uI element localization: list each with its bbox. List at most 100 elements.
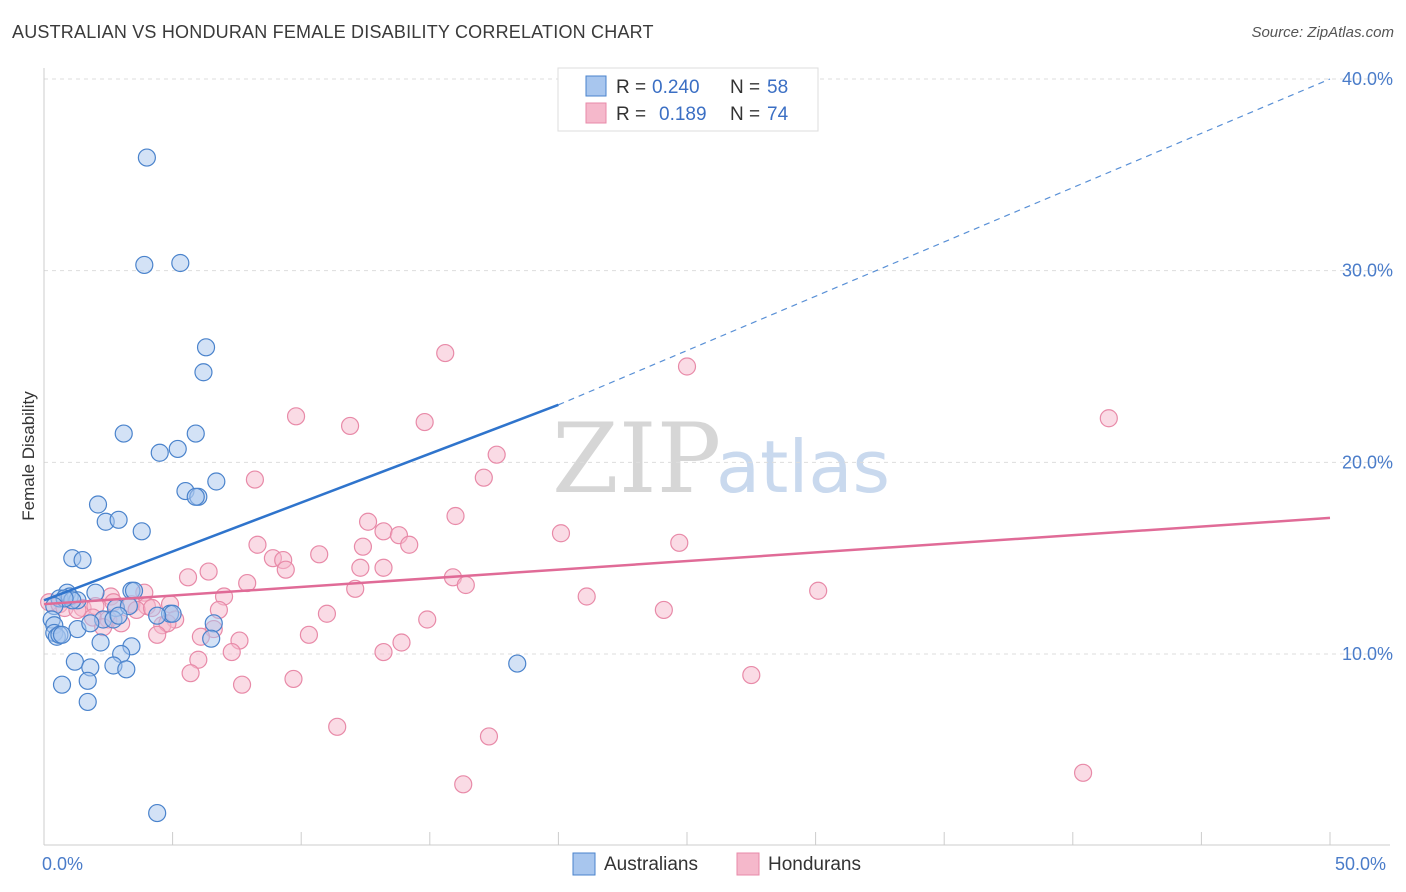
australian-point-55 — [52, 675, 72, 694]
honduran-point-67 — [181, 664, 200, 683]
australian-point-7 — [150, 443, 169, 462]
legend-r-value-2: 0.189 — [659, 104, 707, 125]
honduran-point-18 — [310, 545, 329, 564]
honduran-point-2 — [286, 407, 306, 426]
australian-point-0 — [137, 148, 156, 167]
australian-point-53 — [117, 660, 136, 679]
australian-point-54 — [508, 654, 527, 673]
honduran-point-63 — [392, 633, 411, 652]
bottom-legend-swatch-hondurans — [736, 852, 760, 876]
australian-point-57 — [78, 692, 97, 712]
australian-point-4 — [194, 363, 213, 382]
honduran-point-8 — [474, 468, 493, 487]
honduran-point-59 — [148, 625, 167, 644]
australian-point-20 — [86, 583, 105, 602]
honduran-point-16 — [248, 535, 267, 554]
legend-r-label-2: R = — [616, 104, 646, 125]
axes — [43, 68, 1390, 846]
y-tick-label-10: 10.0% — [1342, 644, 1393, 664]
australian-point-41 — [204, 614, 223, 633]
australian-point-18 — [73, 550, 92, 570]
australian-point-3 — [196, 338, 216, 357]
australian-point-16 — [132, 522, 151, 541]
x-ticks — [172, 832, 1331, 845]
legend-swatch-australians — [585, 75, 607, 97]
honduran-point-65 — [222, 642, 241, 662]
y-tick-labels: 10.0% 20.0% 30.0% 40.0% — [1342, 69, 1393, 664]
bottom-legend-swatch-australians — [572, 852, 596, 876]
bottom-legend: Australians Hondurans — [572, 852, 861, 876]
australian-point-46 — [91, 633, 110, 652]
australian-point-45 — [52, 625, 72, 644]
australian-point-56 — [78, 671, 97, 690]
y-tick-label-40: 40.0% — [1342, 69, 1393, 89]
australians-trend-line — [43, 403, 559, 602]
honduran-point-70 — [232, 675, 252, 694]
australian-point-12 — [186, 487, 205, 506]
legend-n-value-2: 74 — [767, 104, 789, 125]
legend-swatch-hondurans — [585, 102, 607, 124]
hondurans-trend-line — [43, 516, 1331, 606]
honduran-point-4 — [415, 412, 434, 432]
chart-title: AUSTRALIAN VS HONDURAN FEMALE DISABILITY… — [12, 22, 654, 42]
trend-lines — [43, 78, 1331, 606]
honduran-point-30 — [809, 581, 828, 600]
honduran-point-21 — [276, 560, 295, 579]
australian-point-5 — [114, 424, 133, 443]
honduran-point-23 — [374, 558, 393, 577]
honduran-point-27 — [456, 575, 475, 595]
honduran-point-22 — [351, 558, 370, 577]
y-tick-label-20: 20.0% — [1342, 452, 1393, 472]
x-tick-label-max: 50.0% — [1335, 854, 1386, 874]
honduran-point-71 — [328, 717, 347, 736]
honduran-point-11 — [374, 522, 393, 541]
australian-point-58 — [148, 803, 167, 823]
honduran-point-15 — [670, 533, 689, 552]
honduran-point-24 — [199, 562, 218, 581]
australian-point-1 — [135, 255, 154, 275]
honduran-point-60 — [299, 625, 319, 644]
australian-point-32 — [163, 604, 182, 623]
x-tick-label-min: 0.0% — [42, 854, 83, 874]
australian-point-2 — [171, 253, 190, 273]
chart-source: Source: ZipAtlas.com — [1251, 24, 1394, 41]
y-axis-title: Female Disability — [19, 391, 38, 521]
honduran-point-47 — [654, 600, 673, 620]
australian-point-40 — [81, 614, 100, 633]
honduran-point-13 — [551, 524, 571, 543]
australian-point-33 — [148, 606, 167, 625]
australian-point-50 — [65, 652, 84, 671]
honduran-point-10 — [358, 512, 378, 531]
grid-lines — [44, 78, 1390, 655]
watermark-atlas: atlas — [716, 425, 890, 509]
honduran-point-0 — [436, 343, 455, 363]
australians-points — [42, 148, 527, 823]
australian-point-48 — [202, 629, 221, 648]
australians-trend-extension — [558, 78, 1331, 406]
honduran-point-33 — [577, 587, 596, 606]
honduran-point-56 — [418, 610, 437, 629]
watermark-zip: ZIP — [552, 403, 721, 515]
honduran-point-69 — [284, 669, 303, 689]
australian-point-10 — [207, 472, 226, 491]
honduran-point-64 — [374, 642, 393, 662]
honduran-point-68 — [742, 665, 761, 685]
top-legend: R = 0.240 N = 58 R = 0.189 N = 74 — [557, 67, 819, 132]
legend-r-value-1: 0.240 — [652, 77, 700, 98]
honduran-point-1 — [677, 357, 697, 376]
honduran-point-72 — [479, 727, 499, 746]
australian-point-8 — [168, 439, 187, 459]
australian-point-13 — [88, 495, 108, 514]
honduran-point-73 — [1073, 763, 1093, 782]
honduran-point-74 — [454, 775, 473, 794]
honduran-point-25 — [178, 568, 198, 587]
australian-point-15 — [109, 510, 128, 529]
honduran-point-14 — [400, 535, 419, 554]
honduran-point-9 — [446, 506, 465, 526]
bottom-legend-label-hondurans: Hondurans — [768, 854, 861, 875]
legend-n-label-1: N = — [730, 77, 760, 98]
honduran-point-3 — [340, 416, 360, 436]
y-tick-label-30: 30.0% — [1342, 261, 1393, 281]
honduran-point-66 — [189, 650, 208, 669]
